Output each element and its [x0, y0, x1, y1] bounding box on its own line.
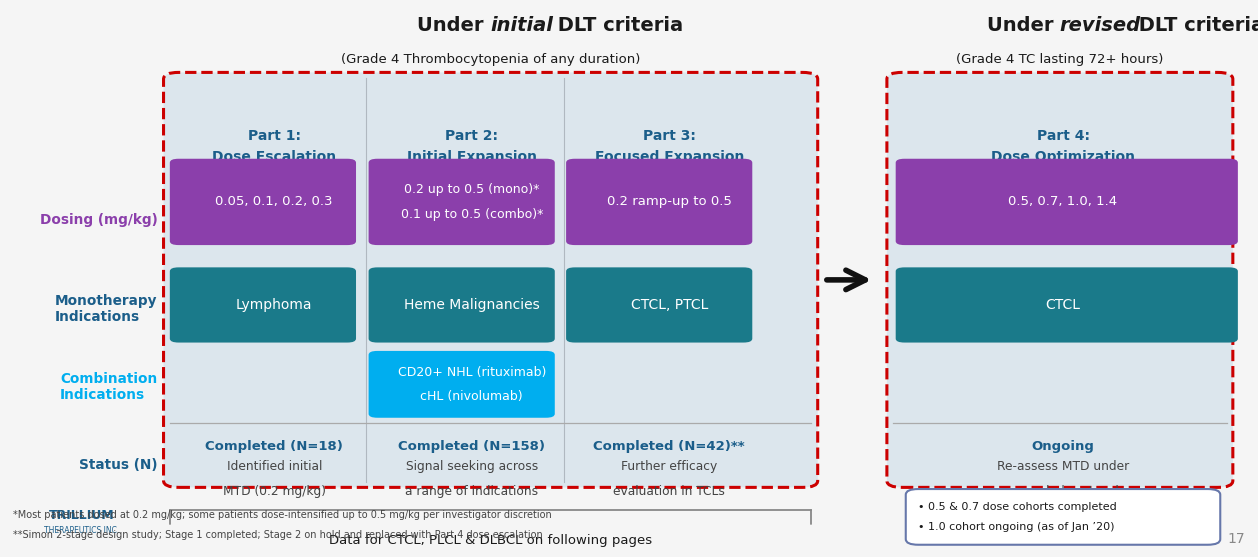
Text: Dosing (mg/kg): Dosing (mg/kg) — [39, 213, 157, 227]
Text: Focused Expansion: Focused Expansion — [595, 150, 743, 164]
FancyBboxPatch shape — [896, 267, 1238, 343]
Text: • 0.5 & 0.7 dose cohorts completed: • 0.5 & 0.7 dose cohorts completed — [918, 502, 1117, 512]
Text: Heme Malignancies: Heme Malignancies — [404, 298, 540, 312]
Text: CTCL, PTCL: CTCL, PTCL — [630, 298, 708, 312]
Text: Initial Expansion: Initial Expansion — [406, 150, 537, 164]
Text: a range of indications: a range of indications — [405, 485, 538, 498]
Text: Combination
Indications: Combination Indications — [60, 372, 157, 402]
Text: Ongoing: Ongoing — [1032, 439, 1094, 452]
Text: 0.5, 0.7, 1.0, 1.4: 0.5, 0.7, 1.0, 1.4 — [1009, 196, 1117, 208]
Text: Signal seeking across: Signal seeking across — [405, 460, 538, 473]
Text: Completed (N=18): Completed (N=18) — [205, 439, 343, 452]
Text: Under: Under — [986, 16, 1059, 35]
FancyBboxPatch shape — [566, 267, 752, 343]
Text: Part 3:: Part 3: — [643, 129, 696, 144]
Text: Completed (N=42)**: Completed (N=42)** — [594, 439, 745, 452]
Text: Further efficacy: Further efficacy — [621, 460, 717, 473]
Text: DLT criteria: DLT criteria — [551, 16, 683, 35]
Text: Under: Under — [418, 16, 491, 35]
FancyBboxPatch shape — [906, 489, 1220, 545]
Text: Status (N): Status (N) — [79, 458, 157, 472]
FancyBboxPatch shape — [164, 72, 818, 487]
Text: 0.2 ramp-up to 0.5: 0.2 ramp-up to 0.5 — [606, 196, 732, 208]
FancyBboxPatch shape — [896, 159, 1238, 245]
Text: Completed (N=158): Completed (N=158) — [399, 439, 545, 452]
Text: Identified initial: Identified initial — [226, 460, 322, 473]
Text: (Grade 4 Thrombocytopenia of any duration): (Grade 4 Thrombocytopenia of any duratio… — [341, 53, 640, 66]
Text: • 1.0 cohort ongoing (as of Jan ’20): • 1.0 cohort ongoing (as of Jan ’20) — [918, 522, 1115, 532]
Text: *Most patients dosed at 0.2 mg/kg; some patients dose-intensified up to 0.5 mg/k: *Most patients dosed at 0.2 mg/kg; some … — [13, 510, 551, 520]
Text: Monotherapy
Indications: Monotherapy Indications — [55, 294, 157, 324]
Text: Dose Optimization: Dose Optimization — [991, 150, 1135, 164]
Text: 0.2 up to 0.5 (mono)*: 0.2 up to 0.5 (mono)* — [404, 183, 540, 196]
Text: **Simon 2-stage design study; Stage 1 completed; Stage 2 on hold and replaced wi: **Simon 2-stage design study; Stage 1 co… — [13, 530, 542, 540]
Text: initial: initial — [491, 16, 554, 35]
Text: Part 1:: Part 1: — [248, 129, 301, 144]
FancyBboxPatch shape — [566, 159, 752, 245]
FancyBboxPatch shape — [170, 267, 356, 343]
Text: THERAPEUTICS INC.: THERAPEUTICS INC. — [44, 526, 120, 535]
Text: revised: revised — [1059, 16, 1141, 35]
Text: 0.1 up to 0.5 (combo)*: 0.1 up to 0.5 (combo)* — [400, 208, 543, 221]
Text: (Grade 4 TC lasting 72+ hours): (Grade 4 TC lasting 72+ hours) — [956, 53, 1164, 66]
FancyBboxPatch shape — [369, 159, 555, 245]
Text: CTCL: CTCL — [1045, 298, 1081, 312]
Text: Re-assess MTD under: Re-assess MTD under — [996, 460, 1130, 473]
Text: CD20+ NHL (rituximab): CD20+ NHL (rituximab) — [398, 365, 546, 379]
Text: evaluation in TCLs: evaluation in TCLs — [614, 485, 725, 498]
Text: TRILLIUM: TRILLIUM — [49, 509, 114, 522]
Text: Lymphoma: Lymphoma — [237, 298, 312, 312]
Text: Part 2:: Part 2: — [445, 129, 498, 144]
Text: Part 4:: Part 4: — [1037, 129, 1089, 144]
FancyBboxPatch shape — [170, 159, 356, 245]
Text: MTD (0.2 mg/kg): MTD (0.2 mg/kg) — [223, 485, 326, 498]
Text: DLT criteria: DLT criteria — [1132, 16, 1258, 35]
FancyBboxPatch shape — [369, 351, 555, 418]
Text: Data for CTCL, PLCL & DLBCL on following pages: Data for CTCL, PLCL & DLBCL on following… — [330, 534, 652, 547]
FancyBboxPatch shape — [887, 72, 1233, 487]
Text: 0.05, 0.1, 0.2, 0.3: 0.05, 0.1, 0.2, 0.3 — [215, 196, 333, 208]
Text: amended protocol: amended protocol — [1008, 485, 1118, 498]
Text: 17: 17 — [1228, 532, 1245, 546]
FancyBboxPatch shape — [369, 267, 555, 343]
Text: Dose Escalation: Dose Escalation — [213, 150, 336, 164]
Text: cHL (nivolumab): cHL (nivolumab) — [420, 390, 523, 403]
